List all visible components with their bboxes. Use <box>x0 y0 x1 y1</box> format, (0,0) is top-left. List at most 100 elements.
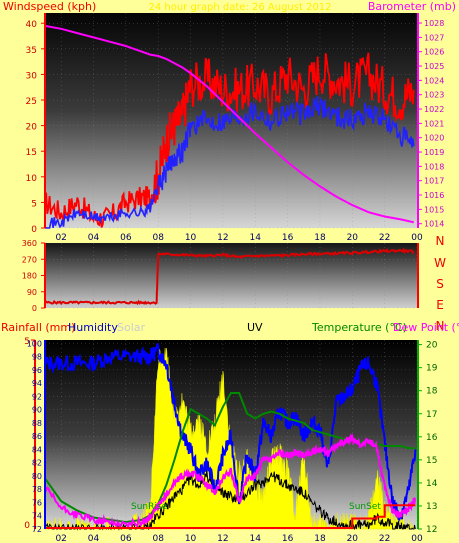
direction-tick-label: 0 <box>32 304 37 313</box>
temperature-tick-label: 16 <box>426 433 438 443</box>
direction-series <box>44 247 415 306</box>
barometer-tick-label: 1015 <box>424 205 444 214</box>
bottom-x-tick: 12 <box>217 534 228 543</box>
windspeed-tick-label: 25 <box>26 97 37 107</box>
humidity-tick-label: 92 <box>32 392 42 401</box>
rainfall-label: Rainfall (mm) <box>1 321 75 334</box>
temperature-tick-label: 15 <box>426 456 437 466</box>
humidity-tick-label: 82 <box>32 459 42 468</box>
humidity-tick-label: 74 <box>32 512 42 521</box>
compass-label: W <box>434 256 446 270</box>
barometer-tick-label: 1025 <box>424 62 444 71</box>
bottom-x-tick: 08 <box>152 534 164 543</box>
bottom-x-tick: 14 <box>250 534 262 543</box>
barometer-tick-label: 1019 <box>424 148 444 157</box>
barometer-tick-label: 1014 <box>424 220 444 229</box>
windspeed-tick-label: 5 <box>31 199 37 209</box>
rainfall-tick-label: 0 <box>24 521 30 531</box>
top-x-tick: 20 <box>347 233 359 243</box>
barometer-tick-label: 1021 <box>424 119 444 128</box>
barometer-tick-label: 1023 <box>424 91 444 100</box>
top-x-tick: 14 <box>250 233 262 243</box>
bottom-series <box>44 343 417 531</box>
dewpoint-line <box>44 432 416 530</box>
humidity-tick-label: 94 <box>32 379 42 388</box>
humidity-tick-label: 98 <box>32 353 42 362</box>
direction-plot-area <box>45 243 417 308</box>
top-x-tick: 08 <box>152 233 164 243</box>
bottom-x-tick: 16 <box>282 534 294 543</box>
barometer-tick-label: 1024 <box>424 76 444 85</box>
temperature-tick-label: 20 <box>426 341 438 351</box>
humidity-tick-label: 84 <box>32 445 42 454</box>
bottom-x-tick: 00 <box>411 534 423 543</box>
top-x-tick: 10 <box>185 233 197 243</box>
windspeed-tick-label: 15 <box>26 148 37 158</box>
barometer-tick-label: 1018 <box>424 162 444 171</box>
compass-label: N <box>436 319 445 333</box>
top-x-tick: 04 <box>88 233 100 243</box>
barometer-tick-label: 1020 <box>424 134 444 143</box>
wind-average-line <box>44 96 415 229</box>
compass-label: S <box>436 277 444 291</box>
humidity-tick-label: 86 <box>32 432 42 441</box>
windspeed-tick-label: 40 <box>26 20 38 30</box>
bottom-x-tick: 04 <box>88 534 100 543</box>
direction-tick-label: 180 <box>22 272 37 281</box>
barometer-tick-label: 1016 <box>424 191 444 200</box>
windspeed-tick-label: 10 <box>26 174 38 184</box>
humidity-tick-label: 78 <box>32 485 42 494</box>
windspeed-tick-label: 35 <box>26 46 37 56</box>
top-x-tick: 00 <box>411 233 423 243</box>
chart-title: 24 hour graph date: 26 August 2012 <box>148 2 331 13</box>
wind-gust-line <box>44 52 415 228</box>
humidity-tick-label: 100 <box>27 339 42 348</box>
humidity-tick-label: 80 <box>32 472 42 481</box>
top-x-tick: 06 <box>120 233 132 243</box>
sunset-label: SunSet <box>349 502 381 512</box>
temperature-tick-label: 13 <box>426 502 437 512</box>
barometer-line <box>44 24 415 224</box>
sunrise-label: SunRise <box>131 502 168 512</box>
temperature-tick-label: 17 <box>426 410 437 420</box>
top-x-tick: 16 <box>282 233 294 243</box>
humidity-tick-label: 88 <box>32 419 42 428</box>
windspeed-tick-label: 30 <box>26 71 38 81</box>
rainfall-line <box>45 504 416 529</box>
temperature-tick-label: 19 <box>426 364 438 374</box>
barometer-tick-label: 1028 <box>424 19 444 28</box>
windspeed-axis-title: Windspeed (kph) <box>3 0 96 13</box>
direction-tick-label: 90 <box>27 288 37 297</box>
top-x-tick: 12 <box>217 233 228 243</box>
wind-direction-line <box>44 247 415 306</box>
bottom-x-tick: 06 <box>120 534 132 543</box>
humidity-tick-label: 90 <box>32 406 42 415</box>
bottom-x-tick: 20 <box>347 534 359 543</box>
windspeed-tick-label: 0 <box>31 225 37 235</box>
bottom-x-tick: 02 <box>55 534 66 543</box>
bottom-x-tick: 22 <box>379 534 390 543</box>
dewpoint-label: Dew Point (°C) <box>393 321 459 334</box>
top-series <box>44 24 415 229</box>
barometer-tick-label: 1022 <box>424 105 444 114</box>
direction-tick-label: 270 <box>22 255 37 264</box>
barometer-tick-label: 1017 <box>424 177 444 186</box>
direction-tick-label: 360 <box>22 239 37 248</box>
humidity-tick-label: 96 <box>32 366 42 375</box>
top-x-tick: 02 <box>55 233 66 243</box>
bottom-x-tick: 10 <box>185 534 197 543</box>
bottom-x-tick: 18 <box>314 534 326 543</box>
humidity-tick-label: 76 <box>32 498 42 507</box>
temperature-tick-label: 18 <box>426 387 438 397</box>
humidity-line <box>44 343 417 523</box>
windspeed-tick-label: 20 <box>26 123 38 133</box>
temperature-tick-label: 14 <box>426 479 438 489</box>
humidity-label: Humidity <box>68 321 118 334</box>
compass-label: N <box>436 234 445 248</box>
solar-label: Solar <box>117 321 146 334</box>
barometer-tick-label: 1027 <box>424 33 444 42</box>
rainfall-tick-label: 5 <box>24 337 30 347</box>
